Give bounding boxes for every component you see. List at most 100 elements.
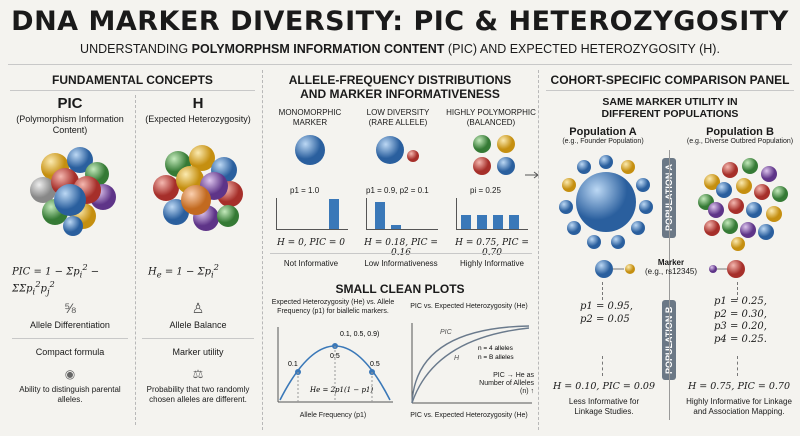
population-a-freqs: p1 = 0.95, p2 = 0.05 bbox=[580, 300, 660, 326]
scale-icon: ⅝ bbox=[64, 300, 76, 316]
popB-connector bbox=[737, 282, 738, 300]
page-subtitle: UNDERSTANDING POLYMORPHSM INFORMATION CO… bbox=[80, 42, 720, 56]
polymorphic-freq: pi = 0.25 bbox=[470, 186, 501, 195]
population-b-freq-2: p2 = 0.30, bbox=[714, 308, 767, 320]
population-b-header: Population B (e.g., Diverse Outbred Popu… bbox=[684, 126, 796, 146]
compact-formula-label: Compact formula bbox=[35, 347, 105, 357]
left-heading-underline bbox=[10, 90, 255, 91]
low-diversity-freq: p1 = 0.9, p2 = 0.1 bbox=[366, 186, 429, 195]
h-divider bbox=[142, 338, 254, 339]
plot2-legend-0: n = 4 alleles bbox=[478, 345, 514, 352]
low-diversity-verdict: Low Informativeness bbox=[364, 259, 438, 268]
popB-connector-2 bbox=[737, 356, 738, 376]
scales-icon: ⚖ bbox=[192, 367, 204, 381]
marker-title: Marker bbox=[657, 258, 685, 267]
population-a-header: Population A (e.g., Founder Population) bbox=[548, 126, 658, 145]
plot2-series-pic: PIC bbox=[440, 329, 453, 336]
plot1-label-2: 0.5 bbox=[330, 353, 340, 360]
low-diversity-stats: H = 0.18, PIC = 0.16 bbox=[364, 238, 438, 258]
marker-id: (e.g., rs12345) bbox=[644, 267, 698, 276]
polymorphic-bar-3 bbox=[493, 215, 503, 229]
marker-utility-label: Marker utility bbox=[172, 347, 224, 357]
popA-connector-2 bbox=[602, 356, 603, 376]
concept-divider bbox=[135, 95, 136, 425]
polymorphic-bar-chart bbox=[456, 198, 528, 230]
population-b-desc: (e.g., Diverse Outbred Population) bbox=[686, 138, 794, 145]
small-plots-heading: SMALL CLEAN PLOTS bbox=[335, 282, 465, 296]
pic-allele-cluster-illustration bbox=[30, 147, 116, 236]
h-probability-text: Probability that two randomly chosen all… bbox=[146, 385, 250, 404]
population-b-title: Population B bbox=[706, 126, 774, 138]
plot2-title: PIC vs. Expected Heterozygosity (He) bbox=[410, 303, 528, 310]
h-allele-balance-label: Allele Balance bbox=[169, 320, 227, 330]
population-a-illustration bbox=[559, 155, 653, 249]
h-description: (Expected Heterozygosity) bbox=[145, 114, 251, 124]
plot2-series-h: H bbox=[454, 355, 460, 362]
same-marker-subheading-line2: DIFFERENT POPULATIONS bbox=[601, 108, 739, 120]
pic-allele-differentiation-label: Allele Differentiation bbox=[30, 320, 110, 330]
cohort-comparison-heading: COHORT-SPECIFIC COMPARISON PANEL bbox=[550, 73, 790, 87]
allele-frequency-heading-line2: AND MARKER INFORMATIVENESS bbox=[300, 87, 500, 101]
allele-frequency-heading-line1: ALLELE-FREQUENCY DISTRIBUTIONS bbox=[288, 73, 512, 87]
plot2-legend-1: n = B alleles bbox=[478, 354, 514, 361]
plot1-label-3: 0.5 bbox=[370, 361, 380, 368]
popA-connector bbox=[602, 282, 603, 300]
same-marker-subheading-line1: SAME MARKER UTILITY IN bbox=[602, 96, 738, 108]
marker-row-illustration bbox=[595, 260, 745, 278]
h-formula: He = 1 − Σpi2 bbox=[148, 262, 219, 280]
h-title: H bbox=[192, 95, 204, 112]
population-b-verdict: Highly Informative for Linkage and Assoc… bbox=[686, 397, 792, 416]
population-a-freq-1: p1 = 0.95, bbox=[580, 301, 633, 312]
monomorphic-verdict: Not Informative bbox=[283, 259, 339, 268]
section-divider-right bbox=[538, 70, 539, 430]
h-concept: H (Expected Heterozygosity) bbox=[138, 95, 258, 125]
pic-divider bbox=[12, 338, 128, 339]
highly-polymorphic-title: HIGHLY POLYMORPHIC (BALANCED) bbox=[446, 108, 536, 127]
plot2-xlabel: PIC vs. Expected Heterozygosity (He) bbox=[410, 412, 528, 419]
pic-ability-text: Ability to distinguish parental alleles. bbox=[19, 385, 121, 404]
population-a-desc: (e.g., Founder Population) bbox=[562, 138, 644, 145]
low-diversity-bar-2 bbox=[391, 225, 401, 229]
polymorphic-verdict: Highly Informative bbox=[459, 259, 525, 268]
section-divider-left bbox=[262, 70, 263, 430]
plot2-note: PIC → He as Number of Alleles (n) ↑ bbox=[479, 372, 534, 395]
population-a-verdict: Less Informative for Linkage Studies. bbox=[568, 397, 640, 416]
plot1-title: Expected Heterozygosity (He) vs. Allele … bbox=[271, 299, 395, 315]
low-diversity-bar-chart bbox=[366, 198, 438, 230]
plot1-xlabel: Allele Frequency (p1) bbox=[299, 412, 367, 419]
eye-icon: ◉ bbox=[64, 367, 76, 381]
population-a-title: Population A bbox=[569, 126, 637, 138]
polymorphic-bar-4 bbox=[509, 215, 519, 229]
low-diversity-bar-1 bbox=[375, 202, 385, 229]
population-a-stats: H = 0.10, PIC = 0.09 bbox=[552, 381, 656, 392]
right-heading-underline bbox=[546, 90, 794, 91]
population-a-freq-2: p2 = 0.05 bbox=[580, 314, 630, 325]
plot1-label-1: 0.1, 0.5, 0.9) bbox=[340, 331, 379, 338]
monomorphic-bar-chart bbox=[276, 198, 348, 230]
marker-label: Marker (e.g., rs12345) bbox=[636, 258, 706, 276]
pic-concept: PIC (Polymorphism Information Content) bbox=[8, 95, 132, 136]
pic-vs-he-plot: PIC H n = 4 alleles n = B alleles bbox=[411, 323, 532, 404]
header-divider bbox=[8, 64, 792, 65]
low-diversity-title: LOW DIVERSITY (RARE ALLELE) bbox=[366, 108, 430, 127]
page-title: DNA MARKER DIVERSITY: PIC & HETEROZYGOSI… bbox=[11, 6, 789, 37]
population-b-stats: H = 0.75, PIC = 0.70 bbox=[687, 381, 791, 392]
population-b-illustration bbox=[698, 158, 788, 251]
population-b-freq-1: p1 = 0.25, bbox=[714, 296, 767, 307]
polymorphic-bar-2 bbox=[477, 215, 487, 229]
stats-divider bbox=[270, 253, 532, 254]
population-b-freq-4: p4 = 0.25. bbox=[714, 333, 767, 345]
population-b-freq-3: p3 = 0.20, bbox=[714, 321, 767, 332]
monomorphic-freq: p1 = 1.0 bbox=[290, 186, 320, 195]
h-curve bbox=[411, 327, 530, 404]
monomorphic-bar-1 bbox=[329, 199, 339, 229]
monomorphic-stats: H = 0, PIC = 0 bbox=[276, 238, 346, 248]
plot1-formula: He = 2p1(1 − p1) bbox=[309, 386, 373, 394]
allele-frequency-heading: ALLELE-FREQUENCY DISTRIBUTIONS AND MARKE… bbox=[266, 73, 534, 101]
pic-title: PIC bbox=[57, 95, 83, 112]
same-marker-subheading: SAME MARKER UTILITY IN DIFFERENT POPULAT… bbox=[542, 96, 798, 120]
polymorphic-stats: H = 0.75, PIC = 0.70 bbox=[455, 238, 529, 258]
balance-icon: ♙ bbox=[191, 300, 205, 316]
plot1-label-0: 0.1 bbox=[288, 361, 298, 368]
monomorphic-title: MONOMORPHIC MARKER bbox=[278, 108, 342, 127]
